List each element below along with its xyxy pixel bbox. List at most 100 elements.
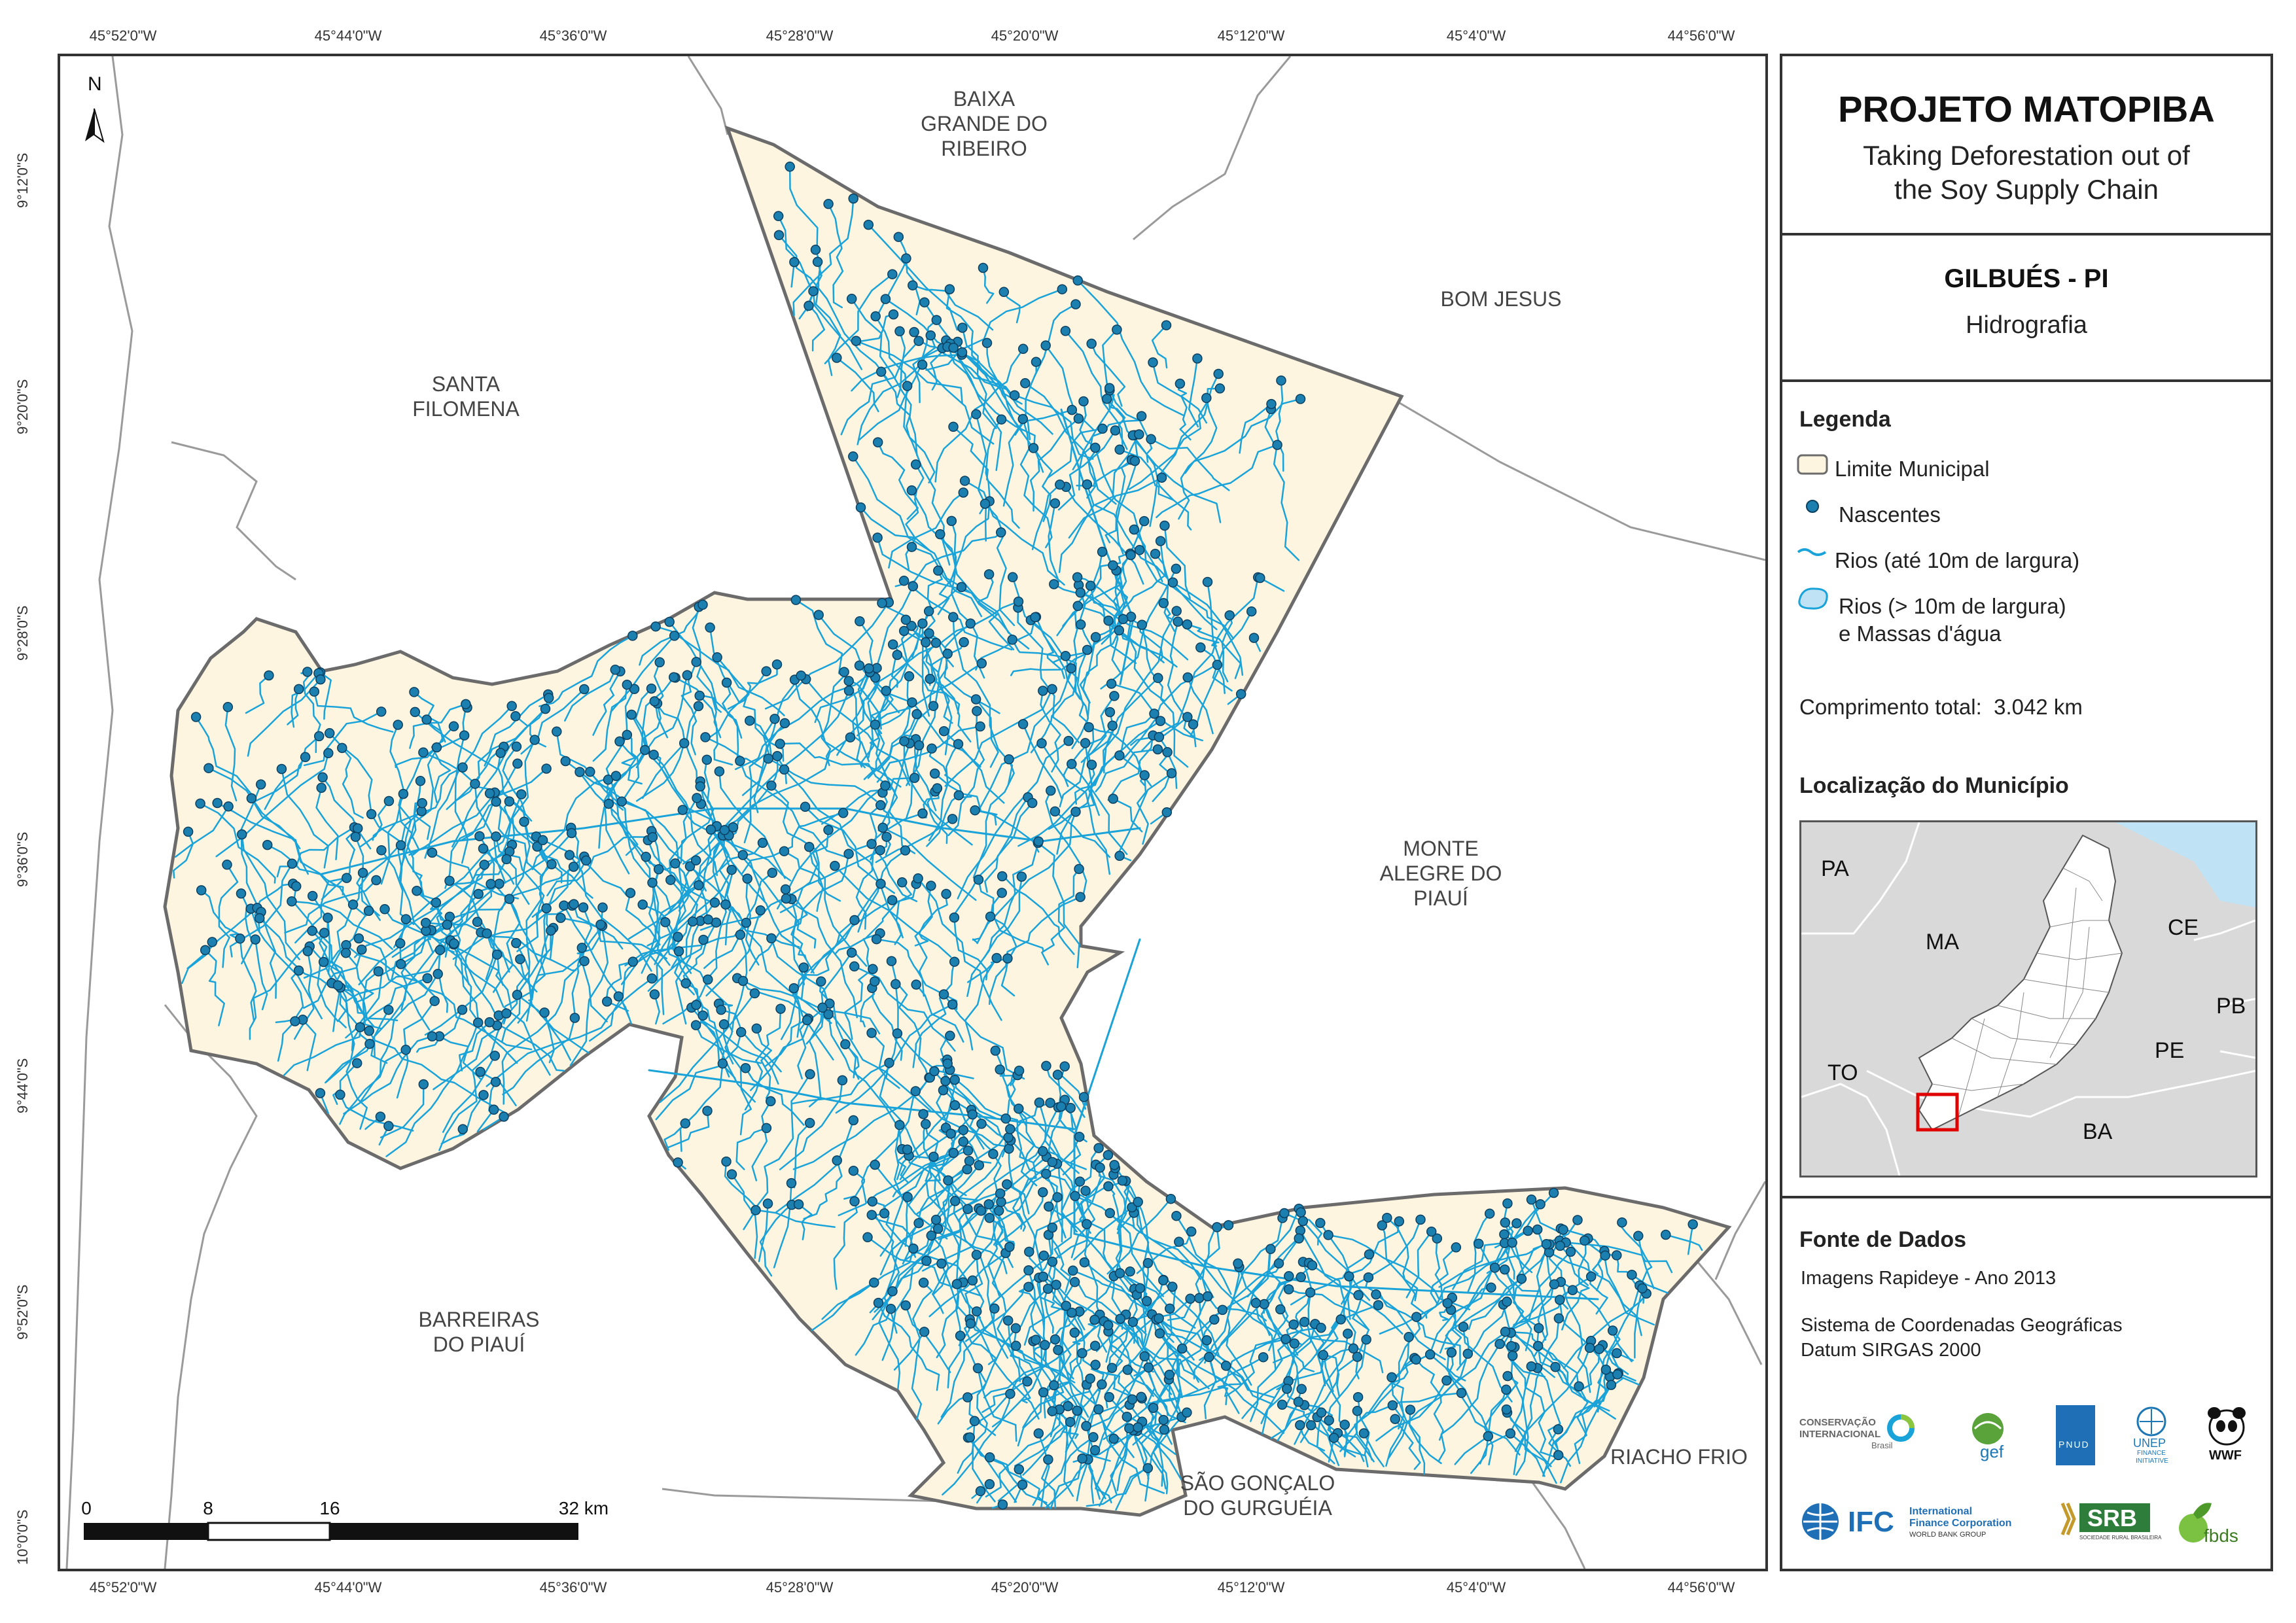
- spring-point: [823, 824, 834, 835]
- spring-point: [1307, 1260, 1318, 1271]
- spring-point: [511, 937, 521, 949]
- river-segment: [1062, 549, 1140, 627]
- river-segment: [1343, 1220, 1400, 1277]
- spring-point: [695, 781, 705, 792]
- spring-point: [1176, 1343, 1188, 1354]
- spring-point: [1038, 1146, 1048, 1157]
- spring-point: [1386, 1372, 1397, 1383]
- river-segment: [569, 854, 652, 972]
- river-segment: [520, 688, 586, 755]
- river-segment: [1152, 361, 1208, 424]
- spring-point: [941, 888, 951, 899]
- river-segment: [881, 827, 977, 901]
- spring-point: [1014, 1104, 1024, 1114]
- river-segment: [867, 625, 913, 759]
- spring-point: [901, 253, 911, 264]
- spring-point: [581, 855, 592, 866]
- spring-point: [317, 772, 328, 783]
- spring-point: [1050, 1334, 1061, 1345]
- river-segment: [458, 1021, 491, 1072]
- spring-point: [1526, 1361, 1537, 1372]
- spring-point: [1030, 612, 1040, 623]
- river-segment: [284, 879, 378, 934]
- spring-point: [1004, 1143, 1014, 1154]
- spring-point: [1277, 1399, 1288, 1410]
- spring-point: [1159, 520, 1170, 531]
- river-segment: [1099, 1426, 1139, 1507]
- spring-point: [1293, 1397, 1304, 1407]
- spring-point: [1104, 1391, 1114, 1403]
- river-segment: [1063, 725, 1114, 788]
- river-segment: [302, 1019, 317, 1072]
- river-segment: [922, 787, 940, 819]
- river-segment: [934, 348, 1024, 483]
- river-segment: [546, 836, 654, 897]
- spring-point: [875, 845, 885, 856]
- river-segment: [731, 1173, 758, 1259]
- spring-point: [921, 1255, 932, 1266]
- spring-point: [1016, 871, 1027, 882]
- river-segment: [783, 769, 904, 939]
- spring-point: [1134, 545, 1145, 555]
- river-segment: [351, 970, 380, 1052]
- ci-icon: [1887, 1414, 1915, 1442]
- river-segment: [982, 267, 995, 304]
- spring-point: [735, 930, 746, 940]
- spring-point: [255, 779, 266, 790]
- spring-point: [940, 1075, 951, 1087]
- river-segment: [877, 441, 919, 520]
- spring-point: [938, 1085, 949, 1096]
- river-segment: [724, 903, 800, 948]
- river-segment: [1564, 1242, 1673, 1274]
- spring-point: [235, 934, 245, 944]
- river-segment: [679, 1062, 724, 1152]
- river-segment: [1068, 476, 1163, 539]
- spring-point: [457, 1124, 468, 1134]
- river-segment: [934, 1129, 964, 1219]
- spring-point: [1067, 1265, 1078, 1276]
- river-segment: [399, 864, 486, 966]
- spring-point: [1202, 576, 1213, 587]
- spring-point: [1010, 1340, 1021, 1352]
- tick-top-lon: 45°4'0"W: [1446, 27, 1506, 44]
- river-segment: [531, 775, 617, 871]
- spring-point: [1555, 1295, 1565, 1305]
- boundary-line-baixa-north: [687, 56, 729, 135]
- spring-point: [415, 776, 426, 786]
- map-frame[interactable]: N BAIXA GRANDE DO RIBEIRO BOM JESUS SANTA F…: [58, 54, 1768, 1571]
- spring-point: [410, 707, 421, 718]
- spring-point: [965, 1318, 976, 1329]
- project-subtitle-2: the Soy Supply Chain: [1894, 174, 2159, 205]
- spring-point: [1108, 560, 1118, 570]
- spring-point: [698, 934, 709, 945]
- spring-point: [1129, 524, 1140, 535]
- spring-point: [1040, 340, 1051, 351]
- spring-point: [610, 771, 622, 781]
- map-canvas[interactable]: [60, 56, 1765, 1569]
- spring-point: [380, 904, 390, 915]
- river-segment: [885, 983, 900, 1089]
- spring-point: [1502, 1370, 1513, 1382]
- spring-point: [780, 884, 791, 895]
- river-segment: [229, 863, 293, 958]
- spring-point: [1224, 610, 1235, 621]
- river-segment: [714, 736, 851, 833]
- spring-point: [1049, 1380, 1059, 1391]
- scale-bar: [84, 1522, 578, 1541]
- river-segment: [1140, 576, 1259, 752]
- spring-point: [491, 831, 501, 842]
- river-segment: [359, 800, 390, 848]
- spring-point: [1501, 1404, 1512, 1415]
- river-segment: [1141, 623, 1189, 768]
- spring-point: [958, 487, 969, 498]
- inset-map[interactable]: PA MA CE PB TO PE BA: [1799, 820, 2257, 1178]
- legend-label-springs: Nascentes: [1839, 502, 1941, 527]
- spring-point: [1174, 1236, 1184, 1248]
- river-segment: [966, 1320, 1105, 1430]
- river-segment: [893, 1331, 925, 1371]
- spring-point: [959, 637, 969, 648]
- river-segment: [959, 1335, 1017, 1442]
- river-segment: [1125, 1314, 1210, 1389]
- river-segment: [684, 982, 730, 1078]
- spring-point: [1162, 747, 1173, 758]
